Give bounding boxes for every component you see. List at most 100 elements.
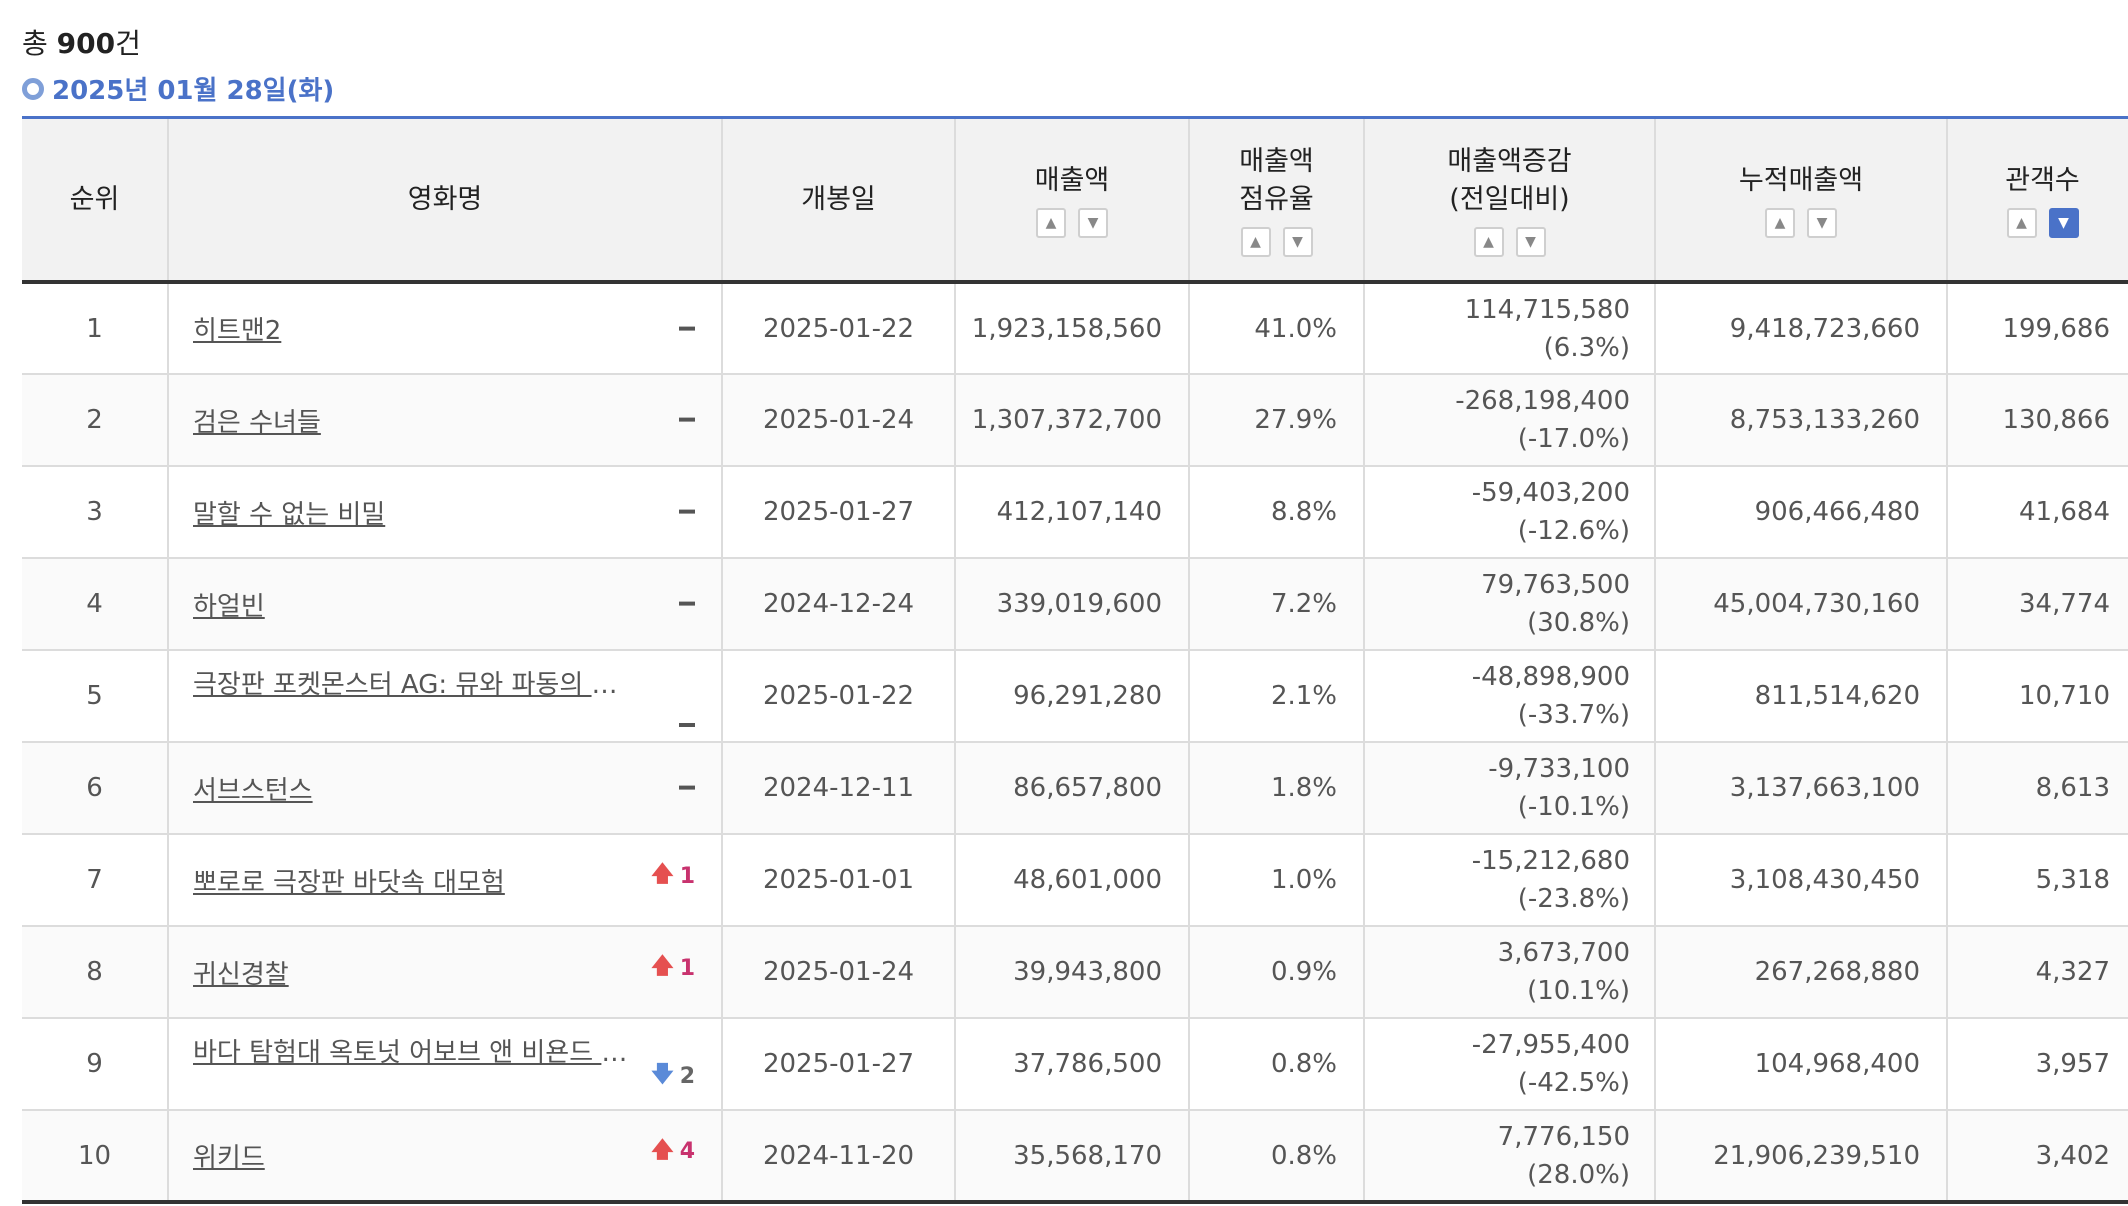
movie-title-link[interactable]: 하얼빈 — [193, 591, 265, 622]
table-row: 4 하얼빈 2024-12-24 339,019,600 7.2% 79,763… — [22, 558, 2128, 651]
boxoffice-table-container: 순위 영화명 개봉일 매출액 ▲ ▼ 매출액 점유율 ▲ — [22, 116, 2128, 1204]
cell-rank: 2 — [22, 374, 169, 467]
cell-sales: 35,568,170 — [955, 1110, 1190, 1204]
movie-title-link[interactable]: 히트맨2 — [193, 316, 282, 346]
cell-audience: 3,957 — [1947, 1018, 2128, 1111]
rank-change: 🡅 1 — [651, 949, 695, 987]
cell-sales: 86,657,800 — [955, 742, 1190, 835]
sort-desc-audience-button[interactable]: ▼ — [2048, 207, 2079, 238]
cell-change: 7,776,150 (28.0%) — [1364, 1110, 1656, 1204]
cell-change: -48,898,900 (-33.7%) — [1364, 650, 1656, 743]
cell-release: 2025-01-24 — [722, 926, 956, 1019]
table-row: 7 뽀로로 극장판 바닷속 대모험 🡅 1 2025-01-01 48,601,00… — [22, 834, 2128, 927]
cell-share: 27.9% — [1189, 374, 1365, 467]
no-change-icon — [679, 785, 695, 790]
table-row: 2 검은 수녀들 2025-01-24 1,307,372,700 27.9% … — [22, 374, 2128, 467]
no-change-icon — [679, 601, 695, 606]
table-row: 6 서브스턴스 2024-12-11 86,657,800 1.8% -9,73… — [22, 742, 2128, 835]
table-row: 3 말할 수 없는 비밀 2025-01-27 412,107,140 8.8%… — [22, 466, 2128, 559]
cell-release: 2024-12-24 — [722, 558, 956, 651]
cell-sales: 339,019,600 — [955, 558, 1190, 651]
rank-change — [679, 601, 695, 606]
cell-rank: 4 — [22, 558, 169, 651]
cell-rank: 1 — [22, 282, 169, 375]
cell-audience: 4,327 — [1947, 926, 2128, 1019]
movie-title-link[interactable]: 바다 탐험대 옥토넛 어보브 앤 비욘드 : 지구를 지켜라 — [193, 1037, 633, 1068]
cell-share: 2.1% — [1189, 650, 1365, 743]
rank-change: 🡇 2 — [651, 1057, 695, 1095]
sort-desc-change-button[interactable]: ▼ — [1515, 226, 1546, 257]
rank-change — [679, 723, 695, 727]
cell-sales: 39,943,800 — [955, 926, 1190, 1019]
movie-title-link[interactable]: 귀신경찰 — [193, 959, 289, 990]
cell-release: 2025-01-27 — [722, 466, 956, 559]
no-change-icon — [679, 723, 695, 727]
movie-title-link[interactable]: 서브스턴스 — [193, 775, 313, 806]
table-row: 8 귀신경찰 🡅 1 2025-01-24 39,943,800 0.9% 3,67… — [22, 926, 2128, 1019]
cell-movie: 뽀로로 극장판 바닷속 대모험 🡅 1 — [168, 834, 723, 927]
table-body: 1 히트맨2 2025-01-22 1,923,158,560 41.0% 11… — [22, 282, 2128, 1204]
cell-cumulative: 9,418,723,660 — [1655, 282, 1948, 375]
cell-movie: 위키드 🡅 4 — [168, 1110, 723, 1204]
cell-sales: 96,291,280 — [955, 650, 1190, 743]
cell-release: 2024-11-20 — [722, 1110, 956, 1204]
sort-asc-share-button[interactable]: ▲ — [1240, 226, 1271, 257]
cell-audience: 34,774 — [1947, 558, 2128, 651]
cell-audience: 5,318 — [1947, 834, 2128, 927]
sort-asc-sales-button[interactable]: ▲ — [1036, 207, 1066, 238]
cell-rank: 7 — [22, 834, 169, 927]
cell-change: -27,955,400 (-42.5%) — [1364, 1018, 1656, 1111]
col-change: 매출액증감 (전일대비) ▲ ▼ — [1364, 119, 1656, 284]
sort-asc-audience-button[interactable]: ▲ — [2006, 207, 2037, 238]
movie-title-link[interactable]: 극장판 포켓몬스터 AG: 뮤와 파동의 용사 루카리오 — [193, 669, 633, 700]
sort-asc-cumulative-button[interactable]: ▲ — [1765, 207, 1795, 238]
cell-cumulative: 104,968,400 — [1655, 1018, 1948, 1111]
col-cumulative: 누적매출액 ▲ ▼ — [1655, 119, 1948, 284]
cell-rank: 5 — [22, 650, 169, 743]
cell-movie: 귀신경찰 🡅 1 — [168, 926, 723, 1019]
cell-cumulative: 21,906,239,510 — [1655, 1110, 1948, 1204]
rank-change — [679, 509, 695, 514]
col-movie: 영화명 — [168, 119, 723, 284]
date-label: 2025년 01월 28일(화) — [52, 76, 335, 106]
cell-release: 2025-01-01 — [722, 834, 956, 927]
cell-release: 2024-12-11 — [722, 742, 956, 835]
cell-change: 114,715,580 (6.3%) — [1364, 282, 1656, 375]
cell-release: 2025-01-27 — [722, 1018, 956, 1111]
movie-title-link[interactable]: 위키드 — [193, 1143, 265, 1173]
sort-controls-share: ▲ ▼ — [1190, 226, 1363, 257]
cell-audience: 199,686 — [1947, 282, 2128, 375]
movie-title-link[interactable]: 검은 수녀들 — [193, 407, 321, 438]
sort-asc-change-button[interactable]: ▲ — [1473, 226, 1504, 257]
movie-title-link[interactable]: 말할 수 없는 비밀 — [193, 499, 386, 530]
sort-desc-sales-button[interactable]: ▼ — [1078, 207, 1108, 238]
arrow-down-icon: 🡇 — [651, 1062, 674, 1087]
movie-title-link[interactable]: 뽀로로 극장판 바닷속 대모험 — [193, 867, 505, 898]
no-change-icon — [679, 326, 695, 331]
sort-controls-cumulative: ▲ ▼ — [1656, 207, 1946, 238]
cell-change: -15,212,680 (-23.8%) — [1364, 834, 1656, 927]
cell-cumulative: 45,004,730,160 — [1655, 558, 1948, 651]
cell-share: 41.0% — [1189, 282, 1365, 375]
col-audience: 관객수 ▲ ▼ — [1947, 119, 2128, 284]
cell-audience: 10,710 — [1947, 650, 2128, 743]
circle-bullet-icon — [22, 77, 44, 100]
sort-controls-sales: ▲ ▼ — [956, 207, 1188, 238]
cell-sales: 1,307,372,700 — [955, 374, 1190, 467]
sort-desc-share-button[interactable]: ▼ — [1282, 226, 1313, 257]
cell-change: 3,673,700 (10.1%) — [1364, 926, 1656, 1019]
col-release: 개봉일 — [722, 119, 956, 284]
rank-change: 🡅 1 — [651, 857, 695, 895]
cell-sales: 1,923,158,560 — [955, 282, 1190, 375]
sort-desc-cumulative-button[interactable]: ▼ — [1807, 207, 1837, 238]
date-heading: 2025년 01월 28일(화) — [22, 70, 334, 107]
cell-sales: 37,786,500 — [955, 1018, 1190, 1111]
total-count-number: 900 — [56, 27, 116, 60]
cell-sales: 48,601,000 — [955, 834, 1190, 927]
cell-change: -9,733,100 (-10.1%) — [1364, 742, 1656, 835]
rank-change — [679, 326, 695, 331]
cell-audience: 41,684 — [1947, 466, 2128, 559]
total-count: 총 900건 — [22, 27, 141, 60]
no-change-icon — [679, 509, 695, 514]
cell-sales: 412,107,140 — [955, 466, 1190, 559]
